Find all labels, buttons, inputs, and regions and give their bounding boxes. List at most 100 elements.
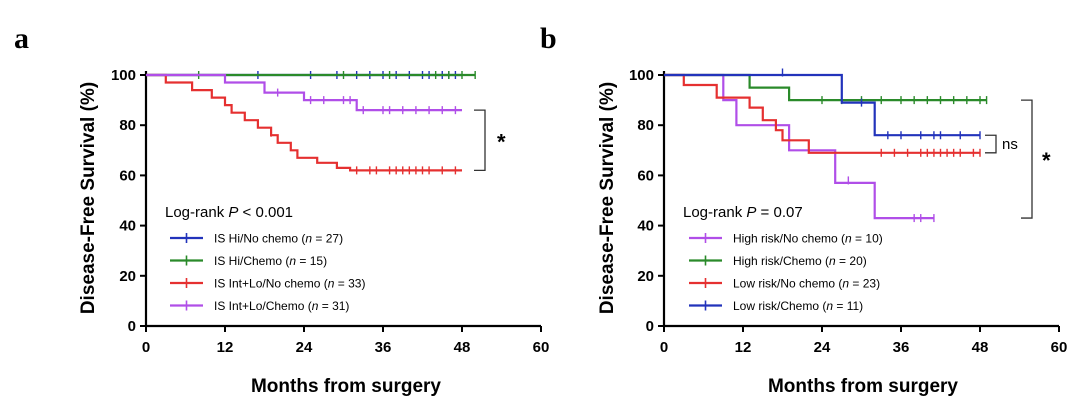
km-curve-b-0	[664, 73, 934, 220]
x-axis-title-b: Months from surgery	[768, 376, 958, 397]
legend-label-a-1: IS Hi/Chemo (n = 15)	[214, 254, 327, 268]
pvalue-p: P	[228, 204, 238, 221]
legend-symbol-a-2	[170, 278, 203, 288]
panel-b: b Disease-Free Survival (%) Months from …	[540, 22, 1067, 397]
legend-label-b-2: Low risk/No chemo (n = 23)	[733, 277, 880, 291]
legend-prefix: High risk/Chemo (	[733, 254, 829, 268]
pvalue-suffix: < 0.001	[238, 204, 293, 221]
legend-suffix: = 10)	[852, 232, 883, 246]
series-b-0	[664, 73, 935, 223]
legend-n: n	[289, 254, 296, 268]
km-curve-b-3	[664, 73, 980, 137]
legend-suffix: = 31)	[318, 299, 349, 313]
legend-suffix: = 15)	[296, 254, 327, 268]
pvalue-label-b: Log-rank P = 0.07	[683, 204, 803, 221]
legend-n: n	[845, 232, 852, 246]
x-tick-label-a: 0	[142, 339, 150, 356]
legend-suffix: = 33)	[334, 277, 365, 291]
y-tick-label-b: 0	[646, 318, 654, 335]
y-tick-label-b: 20	[637, 268, 654, 285]
series-b-3	[664, 68, 981, 140]
legend-prefix: Low risk/No chemo (	[733, 277, 842, 291]
x-axis-title-a: Months from surgery	[251, 376, 441, 397]
bracket-label: *	[497, 129, 506, 154]
panel-a: a Disease-Free Survival (%) Months from …	[14, 22, 549, 397]
pvalue-p: P	[746, 204, 756, 221]
legend-n: n	[826, 299, 833, 313]
y-tick-label-a: 0	[128, 318, 136, 335]
y-tick-label-a: 20	[119, 268, 136, 285]
bracket-label: *	[1042, 148, 1051, 173]
legend-prefix: IS Hi/No chemo (	[214, 232, 305, 246]
legend-n: n	[829, 254, 836, 268]
x-tick-label-b: 12	[735, 339, 752, 356]
significance-bracket-a-0: *	[474, 109, 506, 172]
x-tick-label-b: 0	[660, 339, 668, 356]
plot-area-b: 0 12 24 36 48 60 0 20 40 60 80 100 ns *	[629, 67, 1067, 356]
x-tick-label-b: 36	[893, 339, 910, 356]
legend-symbol-b-0	[689, 233, 722, 243]
y-tick-label-a: 60	[119, 167, 136, 184]
bracket-label: ns	[1002, 136, 1018, 153]
y-axis-title-a: Disease-Free Survival (%)	[78, 82, 99, 314]
x-tick-label-a: 48	[454, 339, 471, 356]
y-tick-label-b: 100	[629, 67, 654, 84]
legend-suffix: = 11)	[833, 299, 863, 313]
significance-bracket-b-0: ns	[985, 134, 1018, 154]
x-tick-label-b: 48	[972, 339, 989, 356]
x-tick-label-a: 24	[296, 339, 313, 356]
legend-symbol-a-1	[170, 255, 203, 266]
legend-symbol-a-3	[170, 300, 203, 311]
km-curve-b-1	[664, 73, 987, 102]
series-a-3	[146, 73, 462, 115]
legend-suffix: = 23)	[849, 277, 880, 291]
pvalue-suffix: = 0.07	[756, 204, 802, 221]
x-tick-label-a: 12	[217, 339, 234, 356]
legend-prefix: Low risk/Chemo (	[733, 299, 826, 313]
legend-n: n	[312, 299, 319, 313]
pvalue-label-a: Log-rank P < 0.001	[165, 204, 293, 221]
x-tick-label-a: 60	[533, 339, 550, 356]
bracket-line	[474, 109, 486, 172]
legend-n: n	[305, 232, 312, 246]
legend-suffix: = 20)	[836, 254, 867, 268]
panel-letter-a: a	[14, 22, 29, 55]
bracket-line	[1021, 99, 1033, 219]
pvalue-prefix: Log-rank	[683, 204, 746, 221]
legend-label-b-1: High risk/Chemo (n = 20)	[733, 254, 867, 268]
y-tick-label-a: 100	[111, 67, 136, 84]
y-tick-label-b: 60	[637, 167, 654, 184]
legend-label-a-3: IS Int+Lo/Chemo (n = 31)	[214, 299, 349, 313]
legend-label-a-2: IS Int+Lo/No chemo (n = 33)	[214, 277, 365, 291]
series-b-1	[664, 73, 988, 105]
legend-symbol-b-2	[689, 278, 722, 288]
y-tick-label-a: 80	[119, 117, 136, 134]
km-curve-b-2	[664, 73, 980, 154]
x-tick-label-b: 60	[1051, 339, 1068, 356]
legend-label-a-0: IS Hi/No chemo (n = 27)	[214, 232, 343, 246]
legend-prefix: IS Int+Lo/No chemo (	[214, 277, 328, 291]
series-a-2	[146, 73, 462, 175]
legend-n: n	[842, 277, 849, 291]
significance-bracket-b-1: *	[1021, 99, 1051, 219]
legend-prefix: IS Hi/Chemo (	[214, 254, 289, 268]
legend-n: n	[328, 277, 335, 291]
legend-prefix: High risk/No chemo (	[733, 232, 845, 246]
legend-label-b-0: High risk/No chemo (n = 10)	[733, 232, 883, 246]
y-tick-label-a: 40	[119, 218, 136, 235]
plot-area-a: 0 12 24 36 48 60 0 20 40 60 80 100 *	[111, 67, 549, 356]
legend-symbol-a-0	[170, 233, 203, 243]
legend-suffix: = 27)	[312, 232, 343, 246]
legend-label-b-3: Low risk/Chemo (n = 11)	[733, 299, 863, 313]
pvalue-prefix: Log-rank	[165, 204, 228, 221]
km-curve-a-3	[146, 73, 462, 112]
y-tick-label-b: 40	[637, 218, 654, 235]
km-curve-a-2	[146, 73, 462, 172]
bracket-line	[985, 134, 997, 154]
panel-letter-b: b	[540, 22, 557, 55]
legend-symbol-b-3	[689, 300, 722, 311]
legend-prefix: IS Int+Lo/Chemo (	[214, 299, 312, 313]
legend-symbol-b-1	[689, 255, 722, 266]
